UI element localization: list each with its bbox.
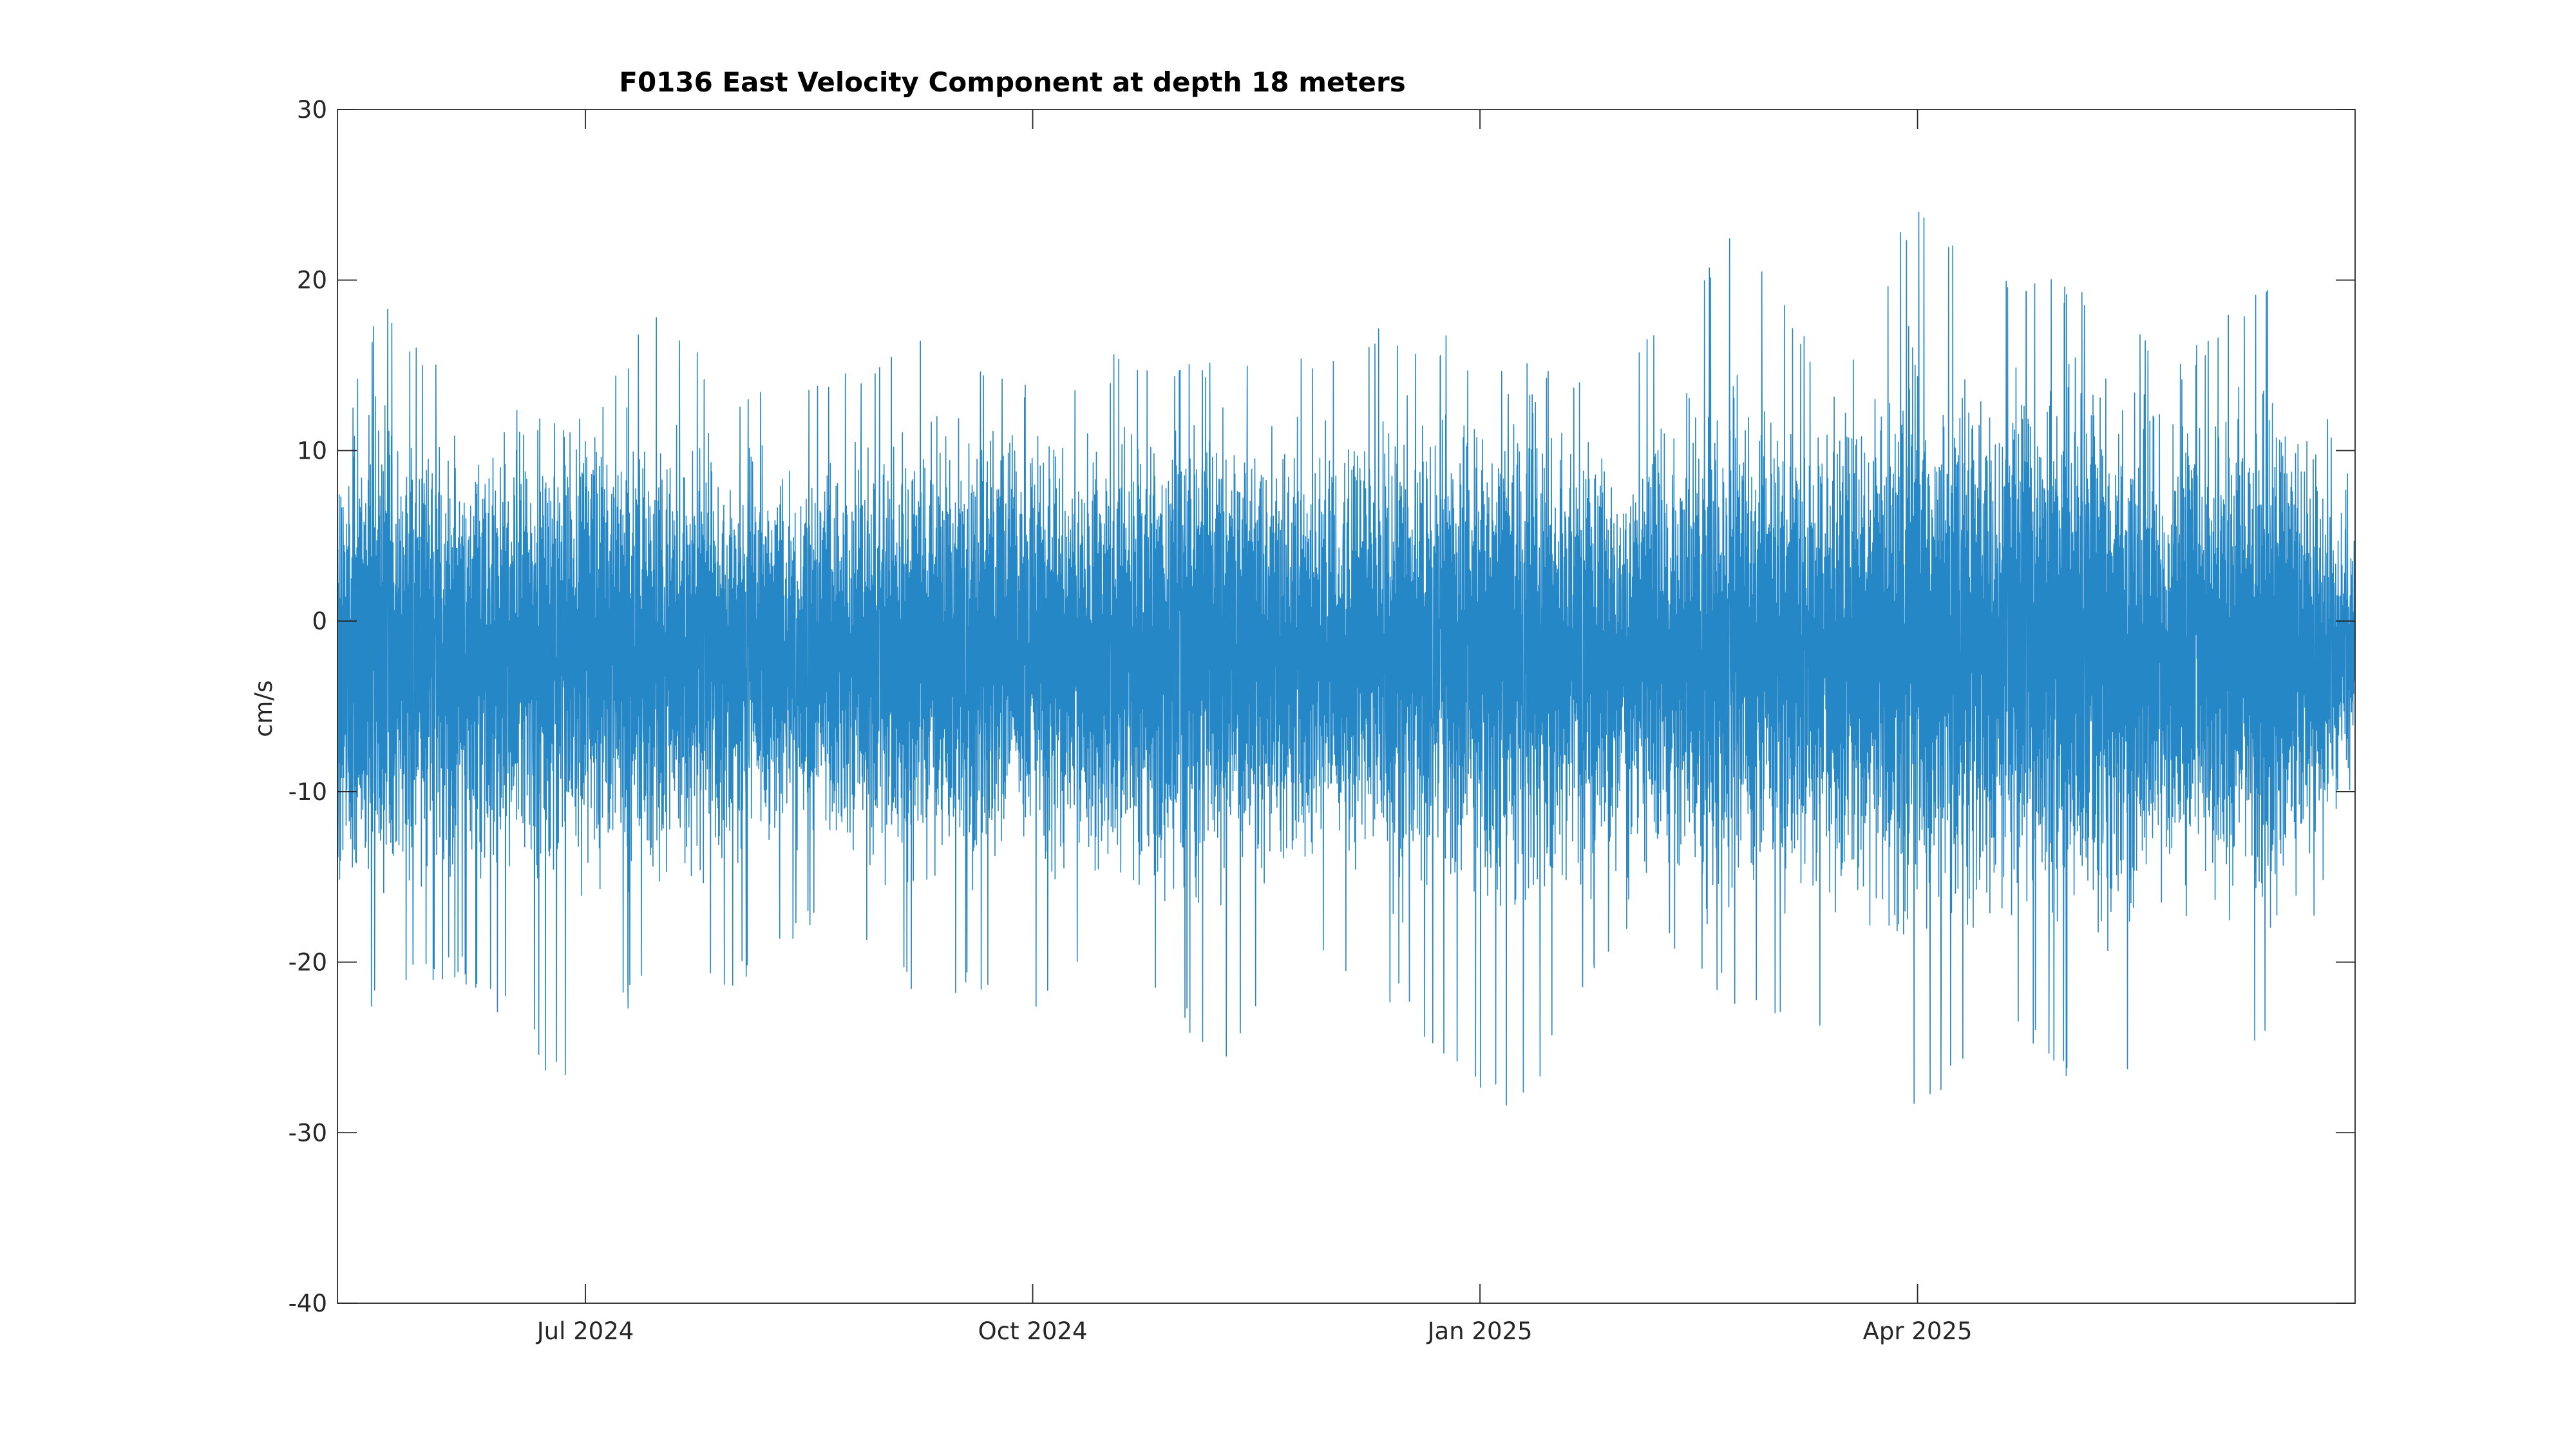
y-tick-label: -10 [289, 778, 327, 806]
x-tick-label: Jan 2025 [1426, 1317, 1533, 1345]
series-line-east-velocity [337, 211, 2356, 1106]
x-tick-label: Jul 2024 [536, 1317, 634, 1345]
series-layer [337, 211, 2356, 1106]
chart-title: F0136 East Velocity Component at depth 1… [619, 66, 1405, 98]
y-tick-label: 10 [297, 437, 327, 464]
y-tick-label: 30 [297, 96, 327, 124]
y-tick-label: -30 [289, 1119, 327, 1147]
y-axis-ticks: -40 -30 -20 -10 0 10 20 30 [289, 96, 2355, 1317]
x-axis-ticks: Jul 2024 Oct 2024 Jan 2025 Apr 2025 [536, 110, 1973, 1345]
y-tick-label: 0 [312, 607, 327, 635]
y-axis-label: cm/s [250, 680, 278, 737]
y-tick-label: 20 [297, 267, 327, 294]
y-tick-label: -40 [289, 1290, 327, 1317]
x-tick-label: Oct 2024 [978, 1317, 1088, 1345]
x-tick-label: Apr 2025 [1863, 1317, 1973, 1345]
plot-frame [337, 109, 2356, 1304]
y-tick-label: -20 [289, 949, 327, 977]
